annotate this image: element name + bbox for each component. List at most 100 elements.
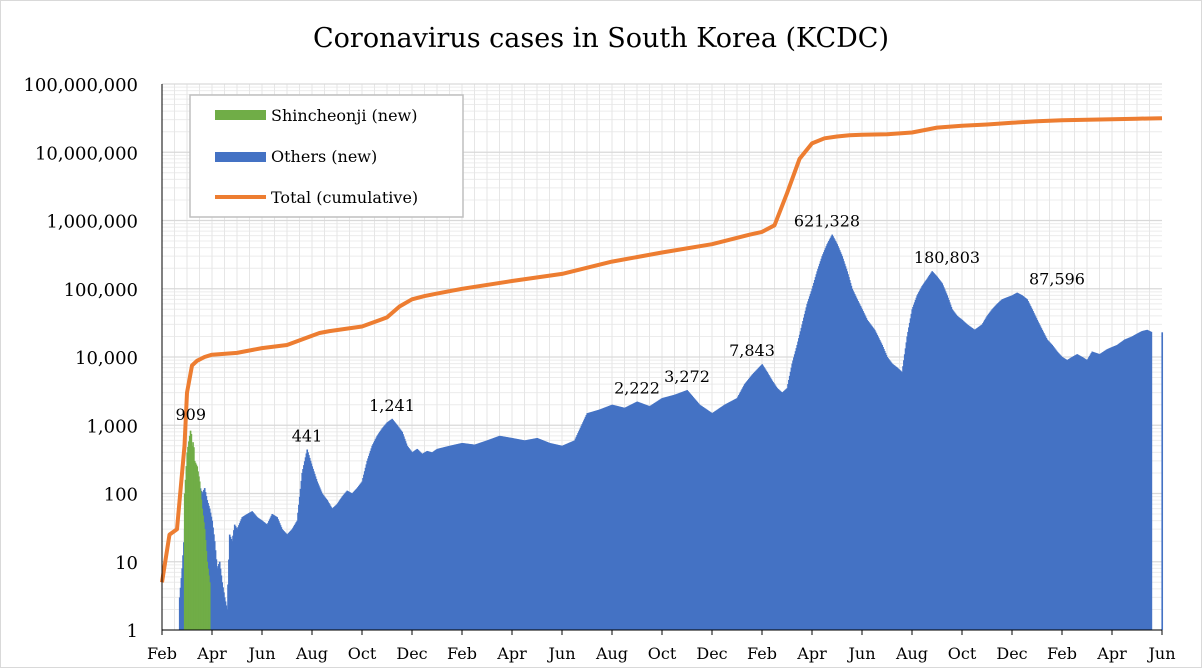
- others-bar: [292, 527, 294, 630]
- others-bar: [250, 511, 253, 630]
- others-bar: [214, 550, 217, 630]
- others-bar: [737, 396, 739, 630]
- others-bar: [803, 317, 805, 630]
- others-bar: [1084, 359, 1087, 630]
- others-bar: [956, 315, 959, 630]
- others-bar: [1042, 331, 1044, 630]
- others-bar: [969, 326, 972, 630]
- others-bar: [508, 437, 511, 630]
- others-bar: [429, 451, 432, 630]
- others-bar: [436, 448, 439, 630]
- x-tick-label: Jun: [1146, 644, 1175, 663]
- others-bar: [314, 476, 317, 630]
- others-bar: [769, 377, 772, 630]
- others-bar: [759, 365, 762, 630]
- y-tick-label: 1: [127, 621, 138, 642]
- others-bar: [927, 277, 929, 630]
- others-bar: [375, 437, 378, 630]
- others-bar: [656, 401, 659, 630]
- others-bar: [983, 320, 986, 630]
- others-bar: [1063, 358, 1065, 630]
- others-bar: [597, 410, 599, 630]
- others-bar: [234, 526, 237, 630]
- others-bar: [483, 441, 485, 630]
- others-bar: [1120, 341, 1123, 630]
- others-bar: [527, 439, 529, 630]
- others-bar: [604, 407, 607, 630]
- y-tick-label: 10: [115, 553, 138, 574]
- others-bar: [219, 568, 222, 630]
- others-bar: [898, 369, 900, 630]
- others-bar: [1031, 309, 1034, 630]
- others-bar: [428, 451, 431, 630]
- legend-swatch-others: [215, 152, 266, 162]
- others-bar: [404, 441, 407, 630]
- others-bar: [1029, 305, 1032, 630]
- others-bar: [1128, 337, 1130, 630]
- others-bar: [957, 316, 959, 630]
- others-bar: [491, 438, 494, 630]
- others-bar: [402, 434, 404, 630]
- others-bar: [581, 424, 584, 630]
- others-bar: [472, 444, 474, 630]
- others-bar: [390, 419, 393, 630]
- others-bar: [1098, 354, 1101, 630]
- others-bar: [685, 390, 688, 630]
- others-bar: [1082, 357, 1084, 630]
- others-bar: [567, 443, 569, 630]
- others-bar: [258, 518, 261, 630]
- others-bar: [888, 359, 890, 630]
- others-bar: [776, 388, 779, 630]
- others-bar: [218, 561, 221, 630]
- others-bar: [1122, 340, 1124, 630]
- others-bar: [794, 351, 797, 630]
- others-bar: [820, 258, 823, 630]
- others-bar: [284, 532, 287, 630]
- others-bar: [1099, 353, 1102, 630]
- x-tick-label: Aug: [595, 644, 628, 663]
- others-bar: [592, 411, 594, 630]
- others-bar: [800, 327, 803, 630]
- data-label: 7,843: [729, 341, 775, 360]
- others-bar: [1105, 349, 1108, 630]
- others-bar: [506, 437, 509, 630]
- others-bar: [840, 254, 843, 630]
- others-bar: [356, 488, 359, 630]
- others-bar: [806, 303, 809, 630]
- others-bar: [821, 256, 824, 630]
- others-bar: [525, 440, 528, 630]
- others-bar: [1142, 330, 1144, 630]
- others-bar: [1008, 296, 1010, 630]
- legend-label-total: Total (cumulative): [271, 188, 418, 207]
- others-bar: [843, 263, 846, 630]
- others-bar: [1036, 319, 1039, 630]
- others-bar: [735, 398, 738, 630]
- others-bar: [476, 443, 479, 630]
- others-bar: [768, 374, 770, 630]
- others-bar: [1068, 358, 1071, 630]
- others-bar: [437, 448, 439, 630]
- others-bar: [178, 597, 181, 630]
- others-bar: [1062, 357, 1064, 630]
- others-bar: [497, 436, 499, 630]
- others-bar: [442, 447, 444, 630]
- others-bar: [938, 278, 940, 630]
- others-bar: [253, 514, 256, 630]
- others-bar: [318, 485, 320, 630]
- others-bar: [625, 406, 628, 630]
- others-bar: [687, 391, 689, 630]
- others-bar: [1012, 294, 1014, 630]
- others-bar: [353, 490, 356, 630]
- others-bar: [363, 474, 365, 630]
- others-bar: [788, 375, 791, 630]
- others-bar: [306, 449, 309, 630]
- others-bar: [738, 394, 740, 630]
- others-bar: [584, 416, 587, 630]
- others-bar: [438, 448, 440, 630]
- others-bar: [746, 381, 749, 630]
- others-bar: [1077, 354, 1079, 630]
- others-bar: [777, 388, 779, 630]
- others-bar: [1038, 323, 1040, 630]
- others-bar: [963, 322, 966, 630]
- x-tick-label: Feb: [1047, 644, 1077, 663]
